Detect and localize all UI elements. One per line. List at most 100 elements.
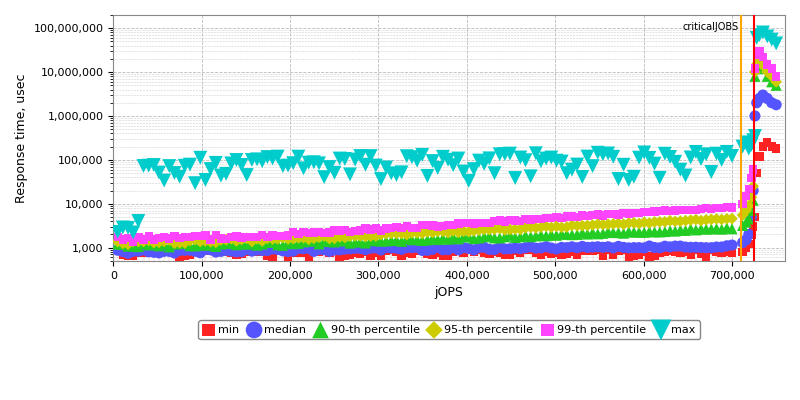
90-th percentile bbox=[602, 228, 614, 235]
90-th percentile bbox=[349, 239, 362, 245]
95-th percentile bbox=[740, 207, 753, 214]
95-th percentile bbox=[323, 235, 336, 242]
95-th percentile bbox=[467, 228, 480, 234]
90-th percentile bbox=[168, 241, 181, 248]
median bbox=[534, 245, 547, 251]
max bbox=[679, 172, 692, 179]
99-th percentile bbox=[194, 232, 206, 239]
99-th percentile bbox=[370, 225, 382, 232]
99-th percentile bbox=[602, 211, 614, 218]
95-th percentile bbox=[581, 222, 594, 229]
99-th percentile bbox=[111, 234, 124, 240]
median bbox=[612, 243, 625, 250]
95-th percentile bbox=[390, 230, 403, 237]
max bbox=[566, 166, 578, 173]
max bbox=[395, 169, 408, 176]
median bbox=[467, 247, 480, 253]
median bbox=[478, 244, 490, 250]
90-th percentile bbox=[462, 233, 475, 240]
90-th percentile bbox=[323, 238, 336, 245]
min bbox=[189, 249, 202, 255]
min bbox=[654, 250, 666, 256]
99-th percentile bbox=[749, 66, 762, 72]
median bbox=[323, 248, 336, 254]
95-th percentile bbox=[338, 234, 351, 241]
90-th percentile bbox=[271, 242, 284, 248]
min bbox=[421, 251, 434, 257]
min bbox=[153, 248, 166, 254]
min bbox=[746, 224, 759, 230]
max bbox=[338, 156, 351, 162]
min bbox=[385, 247, 398, 253]
median bbox=[183, 247, 196, 254]
99-th percentile bbox=[638, 209, 650, 215]
95-th percentile bbox=[591, 221, 604, 227]
max bbox=[467, 166, 480, 172]
90-th percentile bbox=[282, 239, 294, 246]
99-th percentile bbox=[199, 232, 212, 238]
median bbox=[153, 250, 166, 256]
90-th percentile bbox=[421, 237, 434, 243]
95-th percentile bbox=[770, 79, 782, 85]
95-th percentile bbox=[287, 236, 300, 242]
90-th percentile bbox=[478, 234, 490, 240]
95-th percentile bbox=[220, 236, 233, 243]
median bbox=[210, 249, 222, 255]
90-th percentile bbox=[498, 234, 511, 240]
max bbox=[189, 180, 202, 186]
median bbox=[313, 246, 326, 253]
99-th percentile bbox=[612, 211, 625, 218]
max bbox=[750, 35, 763, 41]
min bbox=[302, 254, 315, 260]
min bbox=[390, 249, 403, 256]
99-th percentile bbox=[679, 206, 692, 213]
max bbox=[302, 160, 315, 166]
median bbox=[540, 244, 553, 250]
median bbox=[158, 248, 170, 254]
median bbox=[277, 248, 290, 254]
90-th percentile bbox=[705, 226, 718, 232]
min bbox=[349, 250, 362, 256]
max bbox=[746, 137, 759, 144]
min bbox=[395, 253, 408, 259]
99-th percentile bbox=[147, 236, 160, 243]
min bbox=[690, 247, 702, 254]
99-th percentile bbox=[545, 215, 558, 222]
max bbox=[126, 229, 139, 236]
99-th percentile bbox=[137, 236, 150, 243]
min bbox=[504, 252, 517, 258]
90-th percentile bbox=[566, 232, 578, 238]
median bbox=[591, 244, 604, 250]
90-th percentile bbox=[770, 82, 782, 88]
min bbox=[374, 252, 387, 259]
median bbox=[643, 243, 656, 249]
95-th percentile bbox=[540, 223, 553, 230]
median bbox=[530, 245, 542, 251]
max bbox=[740, 139, 753, 146]
90-th percentile bbox=[749, 73, 762, 80]
min bbox=[250, 248, 263, 255]
95-th percentile bbox=[318, 233, 330, 239]
median bbox=[359, 246, 372, 253]
95-th percentile bbox=[189, 236, 202, 243]
min bbox=[457, 249, 470, 256]
median bbox=[710, 244, 723, 250]
max bbox=[246, 157, 258, 163]
min bbox=[622, 254, 635, 260]
90-th percentile bbox=[627, 229, 640, 235]
99-th percentile bbox=[757, 54, 770, 60]
min bbox=[174, 254, 186, 260]
90-th percentile bbox=[617, 230, 630, 236]
95-th percentile bbox=[416, 230, 429, 237]
99-th percentile bbox=[534, 216, 547, 222]
max bbox=[749, 133, 762, 139]
99-th percentile bbox=[302, 230, 315, 236]
90-th percentile bbox=[658, 228, 671, 235]
95-th percentile bbox=[648, 219, 661, 225]
median bbox=[117, 248, 130, 255]
99-th percentile bbox=[323, 230, 336, 236]
median bbox=[271, 246, 284, 253]
median bbox=[126, 248, 139, 254]
95-th percentile bbox=[426, 229, 439, 236]
min bbox=[318, 248, 330, 254]
